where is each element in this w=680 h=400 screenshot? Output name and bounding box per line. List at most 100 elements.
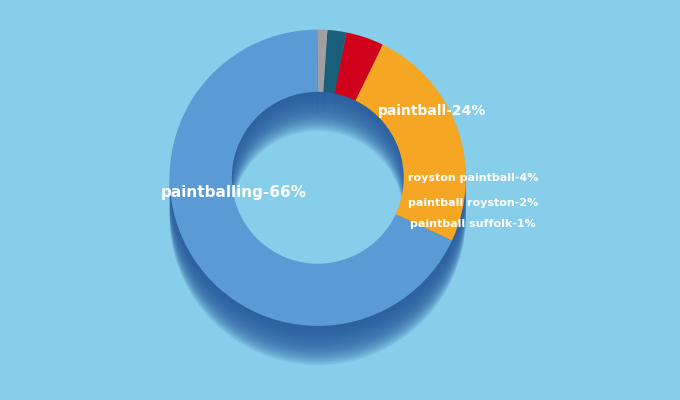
- Wedge shape: [335, 41, 383, 110]
- Wedge shape: [323, 37, 346, 100]
- Wedge shape: [318, 54, 327, 117]
- Wedge shape: [318, 51, 327, 113]
- Wedge shape: [335, 63, 383, 131]
- Wedge shape: [169, 33, 452, 330]
- Wedge shape: [335, 34, 383, 102]
- Wedge shape: [356, 84, 466, 280]
- Wedge shape: [323, 46, 346, 110]
- Wedge shape: [323, 34, 346, 97]
- Wedge shape: [169, 44, 452, 340]
- Wedge shape: [318, 42, 327, 104]
- Wedge shape: [169, 60, 452, 356]
- Wedge shape: [169, 32, 452, 328]
- Wedge shape: [335, 36, 383, 104]
- Wedge shape: [169, 69, 452, 365]
- Wedge shape: [323, 69, 346, 132]
- Wedge shape: [169, 30, 452, 326]
- Wedge shape: [335, 50, 383, 118]
- Wedge shape: [169, 51, 452, 347]
- Wedge shape: [318, 46, 327, 108]
- Wedge shape: [335, 59, 383, 127]
- Wedge shape: [169, 62, 452, 358]
- Wedge shape: [356, 60, 466, 256]
- Wedge shape: [318, 60, 327, 122]
- Wedge shape: [356, 66, 466, 262]
- Wedge shape: [318, 69, 327, 131]
- Wedge shape: [323, 41, 346, 104]
- Wedge shape: [356, 71, 466, 267]
- Wedge shape: [323, 48, 346, 111]
- Wedge shape: [169, 42, 452, 338]
- Text: paintball-24%: paintball-24%: [377, 104, 486, 118]
- Wedge shape: [169, 38, 452, 335]
- Wedge shape: [169, 64, 452, 360]
- Wedge shape: [318, 35, 327, 97]
- Wedge shape: [323, 58, 346, 122]
- Wedge shape: [356, 64, 466, 260]
- Wedge shape: [323, 32, 346, 95]
- Wedge shape: [169, 53, 452, 349]
- Wedge shape: [335, 38, 383, 106]
- Wedge shape: [318, 62, 327, 124]
- Wedge shape: [318, 30, 327, 92]
- Wedge shape: [169, 67, 452, 363]
- Wedge shape: [318, 37, 327, 99]
- Wedge shape: [323, 66, 346, 129]
- Wedge shape: [323, 35, 346, 99]
- Wedge shape: [323, 44, 346, 108]
- Wedge shape: [323, 39, 346, 102]
- Wedge shape: [356, 62, 466, 258]
- Wedge shape: [318, 44, 327, 106]
- Wedge shape: [169, 40, 452, 336]
- Wedge shape: [169, 46, 452, 342]
- Wedge shape: [318, 65, 327, 128]
- Wedge shape: [318, 64, 327, 126]
- Text: paintballing-66%: paintballing-66%: [160, 185, 306, 200]
- Wedge shape: [356, 68, 466, 264]
- Text: royston paintball-4%: royston paintball-4%: [408, 173, 539, 183]
- Wedge shape: [335, 64, 383, 132]
- Wedge shape: [335, 43, 383, 111]
- Wedge shape: [169, 54, 452, 351]
- Wedge shape: [356, 59, 466, 255]
- Wedge shape: [318, 32, 327, 94]
- Wedge shape: [335, 45, 383, 113]
- Wedge shape: [323, 60, 346, 124]
- Wedge shape: [335, 52, 383, 120]
- Wedge shape: [318, 53, 327, 115]
- Wedge shape: [169, 49, 452, 346]
- Wedge shape: [318, 58, 327, 120]
- Wedge shape: [356, 78, 466, 274]
- Wedge shape: [356, 76, 466, 272]
- Wedge shape: [335, 66, 383, 134]
- Wedge shape: [318, 38, 327, 101]
- Wedge shape: [356, 80, 466, 276]
- Wedge shape: [356, 54, 466, 249]
- Wedge shape: [356, 57, 466, 253]
- Wedge shape: [356, 75, 466, 271]
- Wedge shape: [335, 47, 383, 115]
- Wedge shape: [323, 30, 346, 94]
- Wedge shape: [318, 33, 327, 96]
- Wedge shape: [318, 49, 327, 112]
- Wedge shape: [335, 32, 383, 100]
- Wedge shape: [318, 48, 327, 110]
- Wedge shape: [169, 48, 452, 344]
- Wedge shape: [356, 48, 466, 244]
- Wedge shape: [335, 54, 383, 122]
- Wedge shape: [323, 55, 346, 118]
- Text: paintball suffolk-1%: paintball suffolk-1%: [411, 219, 537, 229]
- Wedge shape: [356, 73, 466, 269]
- Wedge shape: [335, 72, 383, 140]
- Text: paintball royston-2%: paintball royston-2%: [408, 198, 539, 208]
- Wedge shape: [318, 40, 327, 103]
- Wedge shape: [318, 56, 327, 119]
- Wedge shape: [356, 82, 466, 278]
- Wedge shape: [323, 42, 346, 106]
- Wedge shape: [169, 35, 452, 331]
- Wedge shape: [335, 40, 383, 108]
- Wedge shape: [323, 51, 346, 115]
- Wedge shape: [323, 50, 346, 113]
- Wedge shape: [169, 56, 452, 352]
- Wedge shape: [323, 57, 346, 120]
